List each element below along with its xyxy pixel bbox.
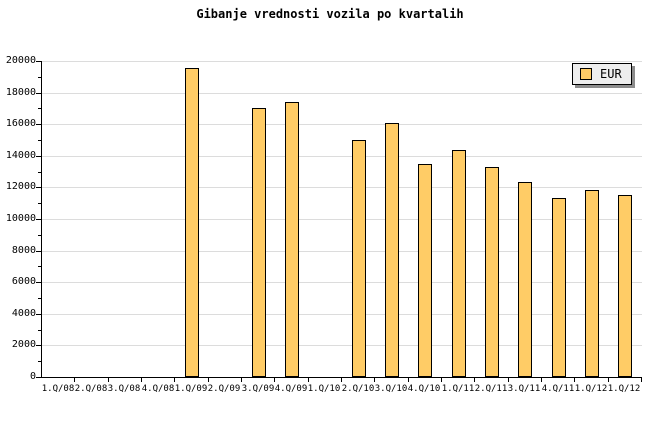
bar-1.Q/09 xyxy=(185,68,199,377)
gridline xyxy=(42,282,642,284)
x-axis-tick xyxy=(641,378,642,382)
chart-title: Gibanje vrednosti vozila po kvartalih xyxy=(196,7,464,21)
bar-3.Q/10 xyxy=(385,123,399,377)
bar-1.Q/12 xyxy=(618,195,632,377)
x-axis-tick xyxy=(241,378,242,382)
x-axis-tick-label: 4.Q/11 xyxy=(541,384,575,394)
x-axis-tick xyxy=(374,378,375,382)
x-axis-tick-label: 1.Q/09 xyxy=(174,384,208,394)
bar-4.Q/11 xyxy=(552,198,566,377)
gridline xyxy=(42,92,642,94)
y-axis-minor-tick xyxy=(38,266,41,268)
bar-4.Q/10 xyxy=(418,164,432,377)
gridline xyxy=(42,61,642,62)
y-axis-major-tick xyxy=(36,124,41,126)
bar-1.Q/11 xyxy=(452,150,466,377)
x-axis-tick xyxy=(108,378,109,382)
y-axis-minor-tick xyxy=(38,234,41,236)
x-axis-tick xyxy=(474,378,475,382)
bar-3.Q/09 xyxy=(252,108,266,377)
y-axis-tick-label: 6000 xyxy=(11,276,36,288)
bar-2.Q/10 xyxy=(352,140,366,377)
x-axis-tick-label: 1.Q/11 xyxy=(441,384,475,394)
y-axis-major-tick xyxy=(36,250,41,252)
y-axis-major-tick xyxy=(36,61,41,62)
y-axis-major-tick xyxy=(36,219,41,220)
legend-label: EUR xyxy=(600,67,622,81)
y-axis-tick-label: 10000 xyxy=(5,213,36,224)
gridline xyxy=(42,313,642,315)
y-axis-major-tick xyxy=(36,155,41,157)
x-axis-tick xyxy=(441,378,442,382)
y-axis-minor-tick xyxy=(38,108,41,110)
x-axis-tick xyxy=(508,378,509,382)
y-axis-major-tick xyxy=(36,92,41,94)
gridline xyxy=(42,250,642,252)
y-axis-minor-tick xyxy=(38,298,41,299)
y-axis-tick-label: 8000 xyxy=(11,244,36,256)
x-axis-tick-label: 3.Q/08 xyxy=(107,384,141,394)
x-axis-tick-label: 1.Q/08 xyxy=(41,384,75,394)
x-axis-tick-label: 2.Q/10 xyxy=(341,384,375,394)
x-axis-tick-label: 2.Q/08 xyxy=(74,384,108,394)
y-axis-major-tick xyxy=(36,377,41,378)
gridline xyxy=(42,124,642,126)
legend-swatch-icon xyxy=(580,68,592,80)
x-axis-tick-label: 3.Q/09 xyxy=(241,384,275,394)
y-axis-minor-tick xyxy=(38,76,41,78)
y-axis-tick-label: 18000 xyxy=(5,86,36,98)
y-axis-major-tick xyxy=(36,282,41,284)
x-axis-tick-label: 4.Q/10 xyxy=(407,384,441,394)
x-axis-tick xyxy=(74,378,75,382)
plot-area xyxy=(41,61,642,378)
x-axis-tick xyxy=(208,378,209,382)
x-axis-tick-label: 1.Q/12 xyxy=(574,384,608,394)
x-axis-tick xyxy=(408,378,409,382)
y-axis-tick-label: 2000 xyxy=(11,339,36,351)
x-axis-tick-label: 4.Q/09 xyxy=(274,384,308,394)
x-axis-tick xyxy=(274,378,275,382)
y-axis-minor-tick xyxy=(38,361,41,363)
y-axis-tick-label: 20000 xyxy=(5,55,36,66)
y-axis-tick-label: 14000 xyxy=(5,149,36,161)
x-axis-tick-label: 3.Q/11 xyxy=(507,384,541,394)
y-axis-tick-label: 4000 xyxy=(11,307,36,319)
y-axis-major-tick xyxy=(36,313,41,315)
x-axis-tick xyxy=(174,378,175,382)
y-axis-minor-tick xyxy=(38,329,41,331)
legend-box: EUR xyxy=(572,63,632,85)
gridline xyxy=(42,345,642,347)
y-axis-tick-label: 16000 xyxy=(5,118,36,130)
x-axis-tick xyxy=(308,378,309,382)
y-axis-minor-tick xyxy=(38,171,41,173)
x-axis-tick-label: 4.Q/08 xyxy=(141,384,175,394)
bar-3.Q/11 xyxy=(518,182,532,377)
y-axis-tick-label: 12000 xyxy=(5,181,36,193)
y-axis-major-tick xyxy=(36,345,41,347)
gridline xyxy=(42,219,642,220)
x-axis-tick-label: 3.Q/10 xyxy=(374,384,408,394)
x-axis-tick xyxy=(141,378,142,382)
x-axis-tick xyxy=(341,378,342,382)
x-axis-tick xyxy=(541,378,542,382)
x-axis-tick xyxy=(608,378,609,382)
x-axis-tick-label: 1.Q/12 xyxy=(607,384,641,394)
y-axis-minor-tick xyxy=(38,203,41,205)
y-axis-major-tick xyxy=(36,187,41,189)
gridline xyxy=(42,187,642,189)
bar-1.Q/12 xyxy=(585,190,599,377)
x-axis-tick xyxy=(574,378,575,382)
bar-2.Q/11 xyxy=(485,167,499,377)
x-axis-tick-label: 2.Q/09 xyxy=(207,384,241,394)
gridline xyxy=(42,155,642,157)
x-axis-tick-label: 1.Q/10 xyxy=(307,384,341,394)
bar-4.Q/09 xyxy=(285,102,299,377)
x-axis-tick-label: 2.Q/11 xyxy=(474,384,508,394)
y-axis-minor-tick xyxy=(38,140,41,141)
y-axis-tick-label: 0 xyxy=(29,371,36,382)
